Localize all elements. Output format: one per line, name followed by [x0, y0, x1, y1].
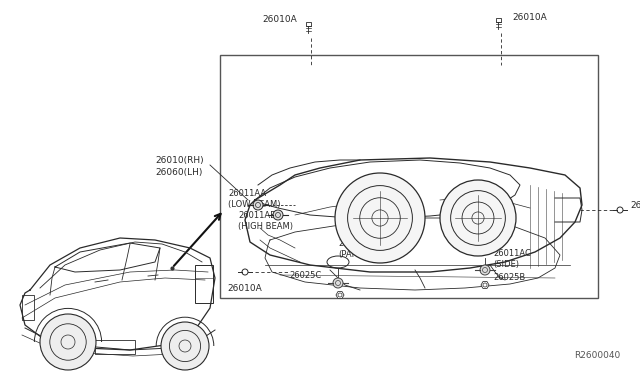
Text: 26010A: 26010A — [262, 16, 297, 25]
Circle shape — [335, 173, 425, 263]
Circle shape — [480, 265, 490, 275]
Text: 26010(RH): 26010(RH) — [155, 155, 204, 164]
Bar — [195, 265, 213, 303]
Text: (HIGH BEAM): (HIGH BEAM) — [238, 222, 293, 231]
Text: 26025C: 26025C — [290, 270, 322, 279]
Text: 26011AA: 26011AA — [228, 189, 266, 199]
Text: (LOW BEAM): (LOW BEAM) — [228, 201, 280, 209]
Text: 26060(LH): 26060(LH) — [155, 169, 202, 177]
Text: (SIDE): (SIDE) — [493, 260, 519, 269]
Polygon shape — [481, 282, 489, 288]
Text: (PARK/TURN): (PARK/TURN) — [338, 250, 392, 259]
Text: 26011AB: 26011AB — [238, 212, 276, 221]
Text: 26010A: 26010A — [630, 201, 640, 209]
Circle shape — [253, 200, 263, 210]
Text: 26025B: 26025B — [493, 273, 525, 282]
Circle shape — [440, 180, 516, 256]
Circle shape — [333, 278, 343, 288]
Circle shape — [40, 314, 96, 370]
Bar — [495, 18, 500, 22]
Polygon shape — [336, 292, 344, 298]
Circle shape — [161, 322, 209, 370]
Bar — [95, 340, 135, 354]
Bar — [220, 55, 598, 298]
Text: R2600040: R2600040 — [573, 351, 620, 360]
Circle shape — [273, 210, 283, 220]
Text: 26011AC: 26011AC — [493, 248, 531, 257]
Bar — [22, 295, 34, 320]
Text: 26010A: 26010A — [512, 13, 547, 22]
Text: 26011A: 26011A — [338, 238, 370, 247]
Bar — [305, 22, 310, 26]
Text: 26010A: 26010A — [228, 284, 262, 293]
